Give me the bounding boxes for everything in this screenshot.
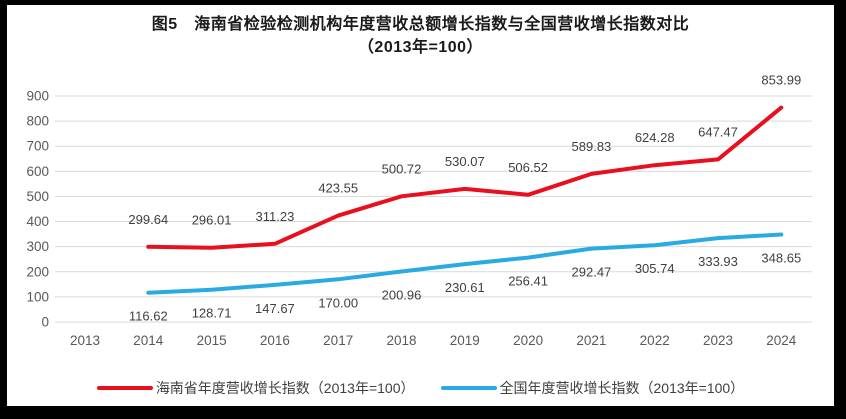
- x-axis-tick-label: 2023: [703, 333, 733, 348]
- chart-canvas: 图5 海南省检验检测机构年度营收总额增长指数与全国营收增长指数对比 （2013年…: [7, 5, 834, 406]
- x-axis-tick-label: 2024: [766, 333, 797, 348]
- national-series-data-label: 348.65: [761, 250, 801, 265]
- x-axis-tick-label: 2014: [133, 333, 164, 348]
- y-axis-tick-label: 800: [26, 114, 49, 129]
- national-series-data-label: 256.41: [508, 274, 548, 289]
- x-axis-tick-label: 2021: [576, 333, 606, 348]
- y-axis-tick-label: 300: [26, 239, 49, 254]
- y-axis-tick-label: 400: [26, 214, 49, 229]
- y-axis-tick-label: 200: [26, 264, 49, 279]
- hainan-series-data-label: 853.99: [761, 73, 801, 88]
- national-series-data-label: 200.96: [382, 288, 422, 303]
- hainan-series-data-label: 299.64: [128, 212, 168, 227]
- national-series-swatch: [440, 385, 497, 391]
- national-series-data-label: 292.47: [572, 265, 612, 280]
- hainan-series-data-label: 589.83: [572, 139, 612, 154]
- hainan-series-label: 海南省年度营收增长指数（2013年=100）: [155, 380, 415, 396]
- y-axis-tick-label: 500: [26, 189, 49, 204]
- x-axis-tick-label: 2013: [70, 333, 100, 348]
- national-series-data-label: 116.62: [129, 309, 168, 324]
- hainan-series-data-label: 530.07: [445, 154, 485, 169]
- hainan-series-line: [146, 105, 784, 250]
- hainan-series-data-label: 506.52: [508, 160, 548, 175]
- national-series-data-label: 230.61: [445, 280, 485, 295]
- legend: 海南省年度营收增长指数（2013年=100） 全国年度营收增长指数（2013年=…: [7, 378, 834, 398]
- hainan-series-data-label: 423.55: [318, 181, 358, 196]
- x-axis-tick-label: 2015: [197, 333, 227, 348]
- y-axis-tick-label: 700: [26, 139, 49, 154]
- plot-area: 0 100 200 300 400 500 600 700 800 900 2013 2014 2015…: [26, 73, 812, 348]
- national-series-data-label: 305.74: [635, 261, 675, 276]
- chart-subtitle: （2013年=100）: [357, 39, 484, 56]
- y-axis-tick-label: 100: [26, 289, 49, 304]
- national-series-data-label: 170.00: [318, 295, 358, 310]
- x-axis-tick-label: 2020: [513, 333, 543, 348]
- hainan-series-swatch: [96, 385, 153, 391]
- national-series-data-label: 147.67: [255, 301, 295, 316]
- x-axis-tick-label: 2019: [450, 333, 480, 348]
- y-axis-tick-label: 900: [26, 89, 49, 104]
- national-series-line: [146, 232, 784, 295]
- legend-item-hainan: 海南省年度营收增长指数（2013年=100）: [96, 378, 415, 398]
- national-series-label: 全国年度营收增长指数（2013年=100）: [499, 380, 745, 396]
- national-series-data-label: 128.71: [192, 306, 232, 321]
- hainan-series-data-label: 500.72: [382, 161, 422, 176]
- hainan-series-data-label: 311.23: [256, 209, 295, 224]
- x-axis-tick-label: 2016: [260, 333, 290, 348]
- y-axis-tick-label: 0: [41, 315, 49, 330]
- y-axis-tick-label: 600: [26, 164, 49, 179]
- hainan-series-data-label: 624.28: [635, 130, 675, 145]
- hainan-series-data-label: 647.47: [698, 124, 738, 139]
- chart-title: 图5 海南省检验检测机构年度营收总额增长指数与全国营收增长指数对比: [151, 16, 690, 33]
- legend-item-national: 全国年度营收增长指数（2013年=100）: [440, 378, 745, 398]
- x-axis-tick-label: 2017: [323, 333, 353, 348]
- chart-title-block: 图5 海南省检验检测机构年度营收总额增长指数与全国营收增长指数对比 （2013年…: [7, 13, 834, 59]
- x-axis-tick-label: 2022: [640, 333, 670, 348]
- x-axis-tick-label: 2018: [386, 333, 416, 348]
- national-series-data-label: 333.93: [698, 254, 738, 269]
- hainan-series-data-label: 296.01: [192, 213, 232, 228]
